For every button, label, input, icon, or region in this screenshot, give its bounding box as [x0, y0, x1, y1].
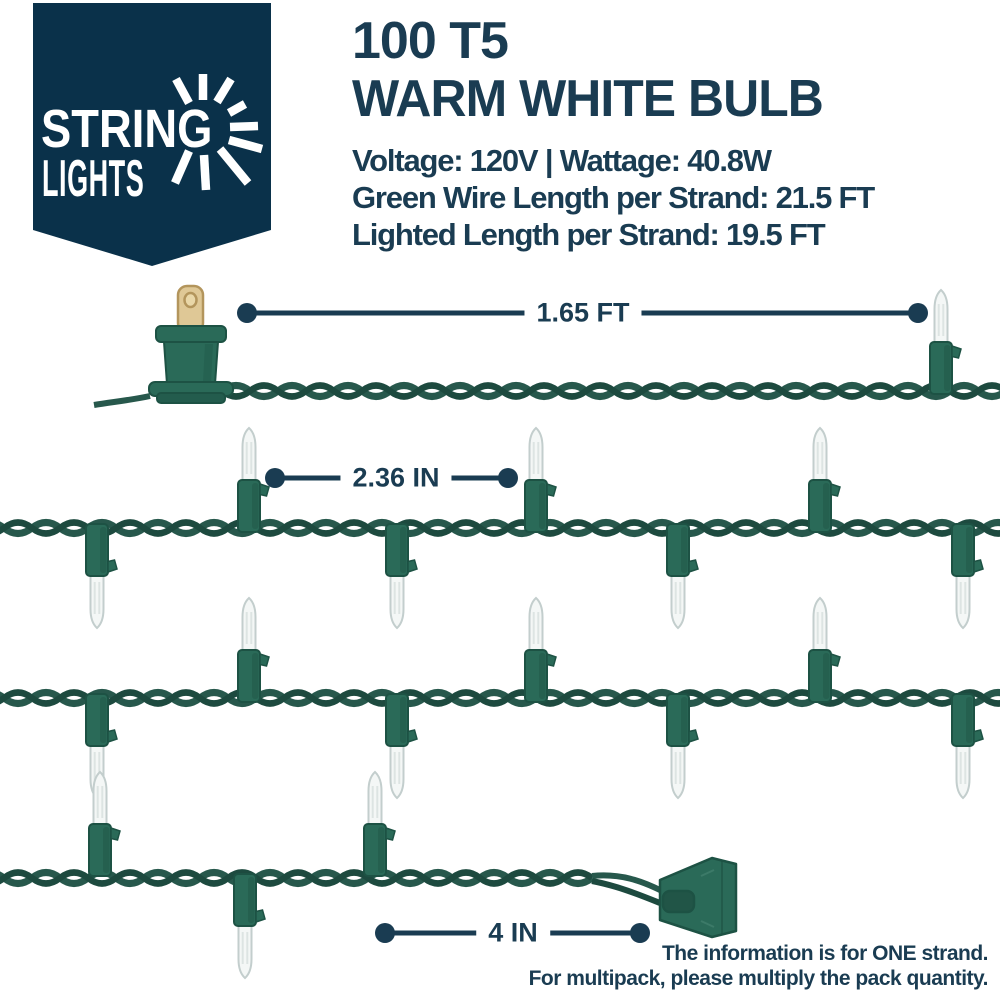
mini-bulb-up	[237, 597, 270, 703]
product-title-line2: WARM WHITE BULB	[352, 70, 824, 128]
mini-bulb-down	[951, 693, 984, 799]
strand-wire-row-1	[219, 289, 1000, 400]
measurement-label-end-gap: 4 IN	[476, 917, 550, 949]
mini-bulb-up	[808, 427, 841, 533]
product-heading: 100 T5 WARM WHITE BULB Voltage: 120V | W…	[352, 12, 875, 253]
spec-lighted-length: Lighted Length per Strand: 19.5 FT	[352, 217, 826, 252]
mini-bulb-down	[666, 693, 699, 799]
end-connector-graphic	[658, 856, 738, 939]
brand-name-line2: LIGHTS	[42, 150, 145, 208]
mini-bulb-up	[929, 289, 962, 395]
connector-lead-wire	[591, 878, 662, 906]
connector-lead-wire	[591, 872, 664, 894]
disclaimer-line1: The information is for ONE strand.	[661, 942, 989, 965]
mini-bulb-up	[237, 427, 270, 533]
plug-graphic	[93, 284, 234, 408]
spec-list: Voltage: 120V | Wattage: 40.8W Green Wir…	[352, 142, 875, 253]
mini-bulb-up	[808, 597, 841, 703]
measurement-label-lead-length: 1.65 FT	[524, 297, 642, 329]
strand-wire-row-2	[0, 427, 1000, 629]
strand-wire-row-3	[0, 597, 1000, 799]
measurement-label-bulb-spacing: 2.36 IN	[340, 462, 452, 494]
mini-bulb-down	[385, 523, 418, 629]
mini-bulb-down	[951, 523, 984, 629]
badge-background	[33, 3, 271, 266]
strand-wire-row-4	[0, 771, 664, 979]
spec-wire-length: Green Wire Length per Strand: 21.5 FT	[352, 180, 875, 215]
mini-bulb-down	[233, 873, 266, 979]
mini-bulb-down	[385, 693, 418, 799]
product-title-line1: 100 T5	[352, 12, 509, 70]
mini-bulb-down	[666, 523, 699, 629]
brand-badge: STRING LIGHTS	[33, 3, 271, 269]
spec-voltage-wattage: Voltage: 120V | Wattage: 40.8W	[352, 143, 772, 178]
disclaimer-line2: For multipack, please multiply the pack …	[528, 967, 989, 990]
mini-bulb-up	[524, 427, 557, 533]
light-burst-icon	[171, 74, 264, 191]
mini-bulb-up	[88, 771, 121, 877]
connector-slot	[661, 889, 696, 914]
mini-bulb-down	[85, 523, 118, 629]
brand-name-line1: STRING	[41, 99, 213, 159]
mini-bulb-up	[524, 597, 557, 703]
strand-disclaimer: The information is for ONE strand. For m…	[528, 941, 989, 991]
prong-hole	[183, 291, 198, 309]
